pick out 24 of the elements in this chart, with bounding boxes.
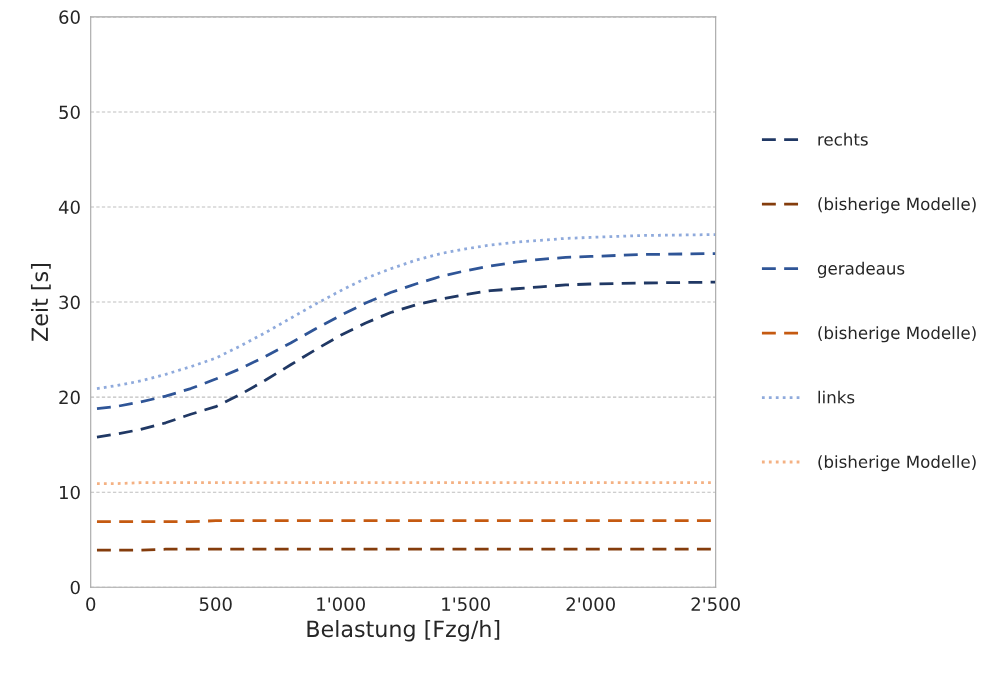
y-tick-label: 60 <box>59 10 80 24</box>
legend-label: (bisherige Modelle) <box>818 455 976 472</box>
legend-label: rechts <box>818 132 868 146</box>
x-tick-label: 2'500 <box>691 597 740 611</box>
y-tick-label: 20 <box>59 390 80 405</box>
x-tick-label: 500 <box>199 597 232 611</box>
line-series <box>95 233 716 390</box>
y-tick-label: 30 <box>59 295 80 310</box>
legend-label: (bisherige Modelle) <box>818 197 976 214</box>
y-tick-label: 40 <box>58 200 80 215</box>
y-tick-label: 0 <box>70 580 80 595</box>
x-tick-label: 1'000 <box>317 597 365 611</box>
line-series <box>95 280 716 439</box>
x-axis-title: Belastung [Fzg/h] <box>307 620 500 642</box>
line-series <box>95 252 716 410</box>
y-tick-label: 50 <box>59 105 80 120</box>
y-axis-title: Zeit [s] <box>30 264 51 341</box>
x-tick-label: 0 <box>86 597 96 611</box>
x-tick-label: 2'000 <box>566 597 615 611</box>
legend-label: geradeaus <box>817 261 905 278</box>
y-tick-label: 10 <box>60 485 80 500</box>
legend-label: (bisherige Modelle) <box>818 326 976 343</box>
x-tick-label: 1'500 <box>442 597 490 611</box>
legend-label: links <box>818 390 855 404</box>
